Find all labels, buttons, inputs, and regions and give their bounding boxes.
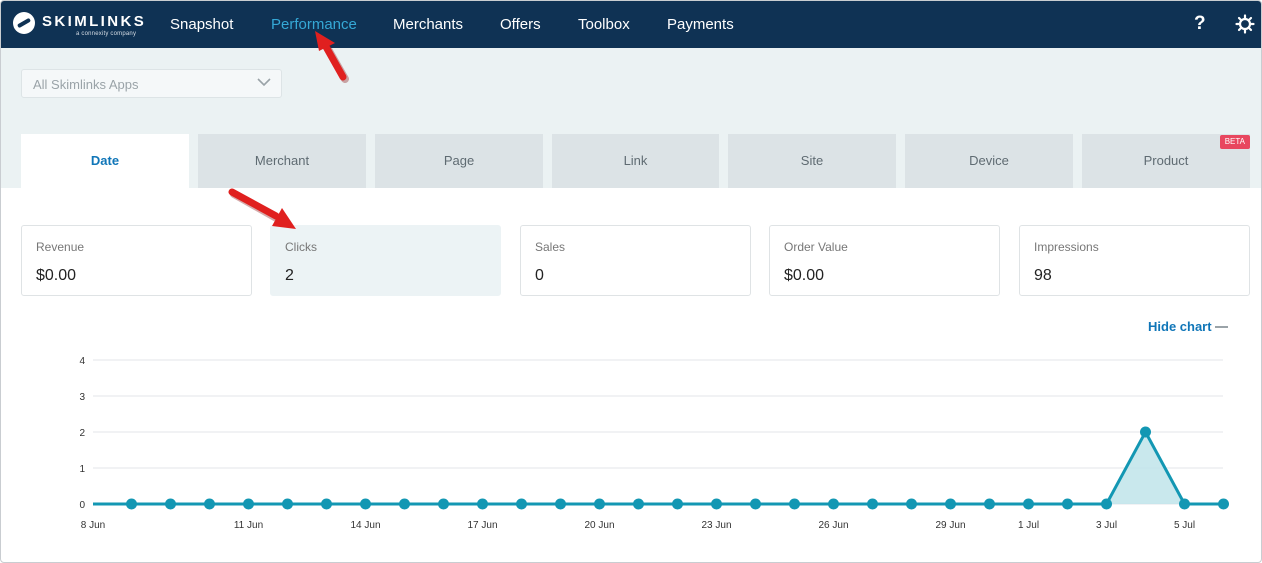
series-line	[93, 428, 1224, 506]
filter-area: All Skimlinks Apps Date Merchant Page Li…	[1, 48, 1261, 188]
metric-label: Order Value	[784, 240, 848, 254]
nav-toolbox[interactable]: Toolbox	[578, 16, 630, 33]
metric-label: Clicks	[285, 240, 317, 254]
data-point	[516, 498, 527, 510]
data-point	[828, 498, 839, 510]
app-select-value: All Skimlinks Apps	[33, 77, 139, 92]
data-point	[711, 498, 722, 510]
data-point	[1062, 498, 1073, 510]
metric-value: 0	[535, 267, 544, 284]
x-tick-label: 23 Jun	[701, 520, 731, 531]
data-point	[594, 498, 605, 510]
data-point	[1218, 498, 1229, 510]
x-tick-label: 20 Jun	[584, 520, 614, 531]
data-point	[399, 498, 410, 510]
tab-merchant[interactable]: Merchant	[198, 134, 366, 188]
annotation-arrow-icon	[228, 188, 296, 229]
data-point	[906, 498, 917, 510]
nav-performance[interactable]: Performance	[271, 16, 357, 33]
data-point	[243, 498, 254, 510]
tab-page[interactable]: Page	[375, 134, 543, 188]
y-tick-label: 1	[79, 464, 85, 475]
nav-snapshot[interactable]: Snapshot	[170, 16, 234, 33]
y-tick-label: 0	[79, 500, 85, 511]
x-tick-label: 3 Jul	[1096, 520, 1117, 531]
brand-name: SKIMLINKS	[42, 13, 147, 30]
brand-tagline: a connexity company	[76, 31, 137, 37]
tab-device[interactable]: Device	[905, 134, 1073, 188]
nav-payments[interactable]: Payments	[667, 16, 734, 33]
metric-label: Sales	[535, 240, 566, 254]
hide-chart-link[interactable]: Hide chart	[1148, 319, 1212, 334]
metric-value: $0.00	[36, 267, 77, 284]
y-tick-label: 3	[79, 392, 85, 403]
metric-impressions[interactable]: Impressions 98	[1019, 225, 1250, 296]
data-point	[477, 498, 488, 510]
annotation-arrow-icon	[315, 31, 349, 83]
tab-date[interactable]: Date	[21, 134, 189, 188]
top-navigation-bar: SKIMLINKS a connexity company Snapshot P…	[1, 1, 1261, 48]
data-point	[1140, 426, 1151, 438]
data-point	[438, 498, 449, 510]
data-point	[555, 498, 566, 510]
x-tick-label: 1 Jul	[1018, 520, 1039, 531]
x-tick-label: 26 Jun	[818, 520, 848, 531]
data-point	[204, 498, 215, 510]
metric-value: 2	[285, 267, 294, 284]
metric-clicks[interactable]: Clicks 2	[270, 225, 501, 296]
data-point	[1101, 498, 1112, 510]
x-tick-label: 17 Jun	[467, 520, 497, 531]
data-point	[672, 498, 683, 510]
data-point	[282, 498, 293, 510]
collapse-dash-icon[interactable]	[1215, 326, 1228, 328]
y-tick-label: 4	[79, 356, 85, 367]
metric-revenue[interactable]: Revenue $0.00	[21, 225, 252, 296]
app-select-dropdown[interactable]: All Skimlinks Apps	[21, 69, 282, 98]
data-point	[945, 498, 956, 510]
tab-link[interactable]: Link	[552, 134, 719, 188]
skimlinks-logo-icon	[13, 12, 35, 34]
x-tick-label: 29 Jun	[935, 520, 965, 531]
data-point	[1023, 498, 1034, 510]
metric-sales[interactable]: Sales 0	[520, 225, 751, 296]
x-tick-label: 5 Jul	[1174, 520, 1195, 531]
metric-value: $0.00	[784, 267, 825, 284]
metric-label: Revenue	[36, 240, 85, 254]
chevron-down-icon	[257, 78, 271, 87]
skimlinks-logo[interactable]: SKIMLINKS a connexity company	[13, 10, 147, 40]
tab-site[interactable]: Site	[728, 134, 896, 188]
data-point	[750, 498, 761, 510]
data-point	[984, 498, 995, 510]
beta-badge: BETA	[1219, 135, 1250, 149]
tab-product[interactable]: Product BETA	[1082, 134, 1250, 188]
metric-order-value[interactable]: Order Value $0.00	[769, 225, 1000, 296]
x-tick-label: 11 Jun	[234, 520, 263, 531]
x-tick-label: 8 Jun	[81, 520, 105, 531]
x-tick-label: 14 Jun	[350, 520, 380, 531]
data-point	[360, 498, 371, 510]
data-point	[867, 498, 878, 510]
data-point	[126, 498, 137, 510]
clicks-line-chart: 0 1 2 3 4 8 Jun 11 Jun 14 Jun 17 Jun 20 Jun 23 Jun…	[79, 356, 1229, 531]
metric-label: Impressions	[1034, 240, 1099, 254]
data-point	[789, 498, 800, 510]
metric-value: 98	[1034, 267, 1052, 284]
help-icon[interactable]: ?	[1194, 13, 1206, 34]
nav-offers[interactable]: Offers	[500, 16, 541, 33]
y-tick-label: 2	[79, 428, 85, 439]
gear-icon[interactable]	[1235, 14, 1255, 34]
series-area	[1106, 432, 1185, 504]
tab-product-label: Product	[1143, 153, 1189, 168]
data-point	[321, 498, 332, 510]
data-point	[165, 498, 176, 510]
data-point	[1179, 498, 1190, 510]
data-point	[633, 498, 644, 510]
nav-merchants[interactable]: Merchants	[393, 16, 464, 33]
